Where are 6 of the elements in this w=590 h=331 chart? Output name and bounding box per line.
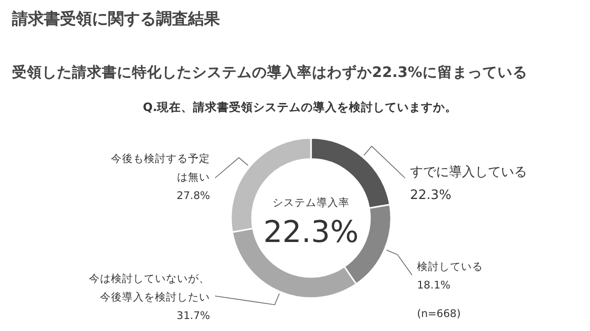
annotation: 22.3% [263, 215, 359, 250]
annotation: システム導入率 [272, 197, 350, 209]
annotation: (n=668) [417, 308, 461, 320]
annotation: Q.現在、請求書受領システムの導入を検討していますか。 [142, 100, 458, 114]
title: 請求書受領に関する調査結果 [12, 9, 220, 28]
subtitle: 受領した請求書に特化したシステムの導入率はわずか22.3%に留まっている [12, 65, 528, 81]
